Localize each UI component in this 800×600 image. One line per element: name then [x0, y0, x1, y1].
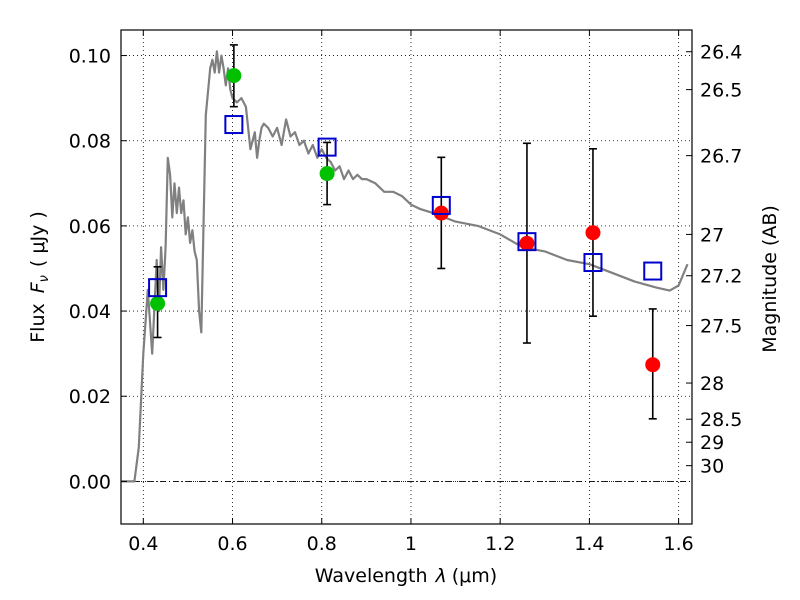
- model-point-square: [224, 115, 244, 135]
- x-axis-title-unit: (μm): [452, 565, 497, 587]
- model-point-square: [583, 253, 603, 273]
- x-tick-label: 1.2: [485, 533, 515, 555]
- data-point-circle: [519, 235, 535, 251]
- right-tick-label: 28.5: [700, 409, 742, 431]
- model-spectrum-line: [121, 50, 689, 483]
- y-axis-title-text: Flux: [27, 303, 49, 343]
- y-axis-ticks: 0.00 0.02 0.04 0.06 0.08 0.10: [69, 46, 127, 493]
- right-tick-label: 29: [700, 432, 724, 454]
- model-point-square: [643, 261, 663, 281]
- error-bars: [153, 44, 657, 420]
- y-tick-label: 0.06: [69, 216, 111, 238]
- right-tick-label: 27.5: [700, 316, 742, 338]
- plot-frame: [120, 29, 693, 525]
- y-axis-title-subscript: ν: [37, 275, 52, 282]
- right-axis-title: Magnitude (AB): [759, 205, 781, 353]
- data-point-circle: [319, 166, 335, 182]
- y-tick-label: 0.02: [69, 386, 111, 408]
- right-tick-label: 26.4: [700, 42, 742, 64]
- x-axis-title: Wavelength λ (μm): [315, 565, 497, 587]
- x-tick-label: 1.4: [574, 533, 604, 555]
- data-point-circle: [226, 68, 242, 84]
- x-axis-title-text: Wavelength: [315, 565, 428, 587]
- model-point-square: [517, 232, 537, 252]
- y-tick-label: 0.10: [69, 46, 111, 68]
- right-tick-label: 28: [700, 373, 724, 395]
- y-tick-label: 0.04: [69, 301, 111, 323]
- model-spectrum: [121, 50, 689, 483]
- data-markers: [148, 68, 663, 373]
- y-axis-title: Flux Fν ( μJy ): [27, 211, 52, 343]
- data-point-circle: [150, 295, 166, 311]
- right-tick-label: 26.7: [700, 146, 742, 168]
- right-tick-label: 26.5: [700, 80, 742, 102]
- y-tick-label: 0.08: [69, 131, 111, 153]
- model-point-square: [148, 278, 168, 298]
- x-tick-label: 1.6: [664, 533, 694, 555]
- x-tick-label: 0.4: [128, 533, 158, 555]
- x-tick-label: 0.6: [217, 533, 247, 555]
- right-tick-label: 30: [700, 456, 724, 478]
- model-point-square: [431, 195, 451, 215]
- x-axis-ticks: 0.4 0.6 0.8 1 1.2 1.4 1.6: [128, 30, 694, 555]
- x-tick-label: 1: [405, 533, 417, 555]
- data-point-circle: [585, 225, 601, 241]
- model-point-square: [317, 137, 337, 157]
- y-tick-label: 0.00: [69, 471, 111, 493]
- right-tick-label: 27: [700, 224, 724, 246]
- y-axis-title-unit: ( μJy ): [27, 211, 49, 267]
- right-tick-label: 27.2: [700, 266, 742, 288]
- x-axis-title-symbol: λ: [435, 565, 447, 587]
- data-point-circle: [645, 357, 661, 373]
- x-tick-label: 0.8: [307, 533, 337, 555]
- y-axis-title-symbol: F: [27, 281, 49, 293]
